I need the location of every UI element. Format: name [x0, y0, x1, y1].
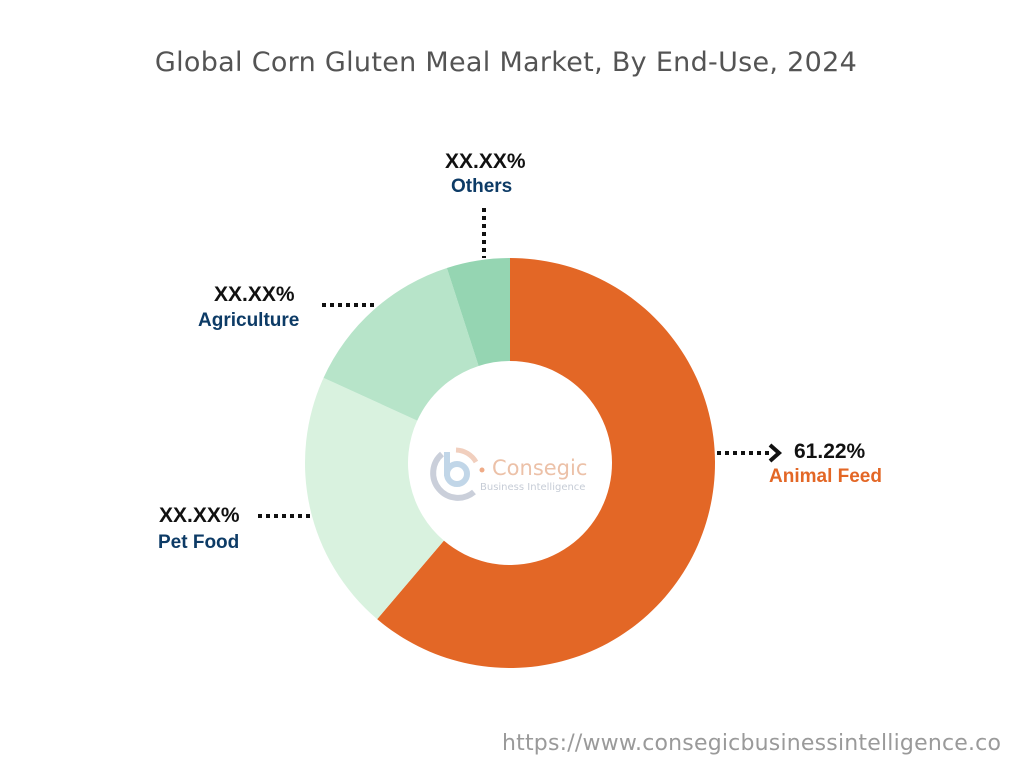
slice-agriculture — [323, 267, 479, 421]
pet-food-label: Pet Food — [158, 532, 240, 553]
donut-slices — [304, 258, 715, 668]
pet-food-value: XX.XX% — [159, 504, 240, 527]
animal-feed-label: Animal Feed — [769, 466, 882, 487]
slice-others — [446, 258, 510, 366]
source-url: https://www.consegicbusinessintelligence… — [502, 731, 1002, 756]
others-value: XX.XX% — [445, 150, 526, 173]
animal-feed-arrow-icon — [768, 443, 783, 463]
chart-title: Global Corn Gluten Meal Market, By End-U… — [154, 47, 858, 78]
consegic-logo-icon — [430, 447, 485, 501]
watermark-brand: Consegic — [492, 456, 588, 480]
others-label: Others — [451, 176, 513, 197]
agriculture-label: Agriculture — [198, 310, 300, 331]
slice-pet-food — [304, 377, 444, 620]
animal-feed-value: 61.22% — [794, 440, 866, 463]
slice-animal-feed — [377, 258, 715, 668]
agriculture-value: XX.XX% — [214, 283, 295, 306]
watermark-tagline: Business Intelligence — [480, 482, 586, 493]
